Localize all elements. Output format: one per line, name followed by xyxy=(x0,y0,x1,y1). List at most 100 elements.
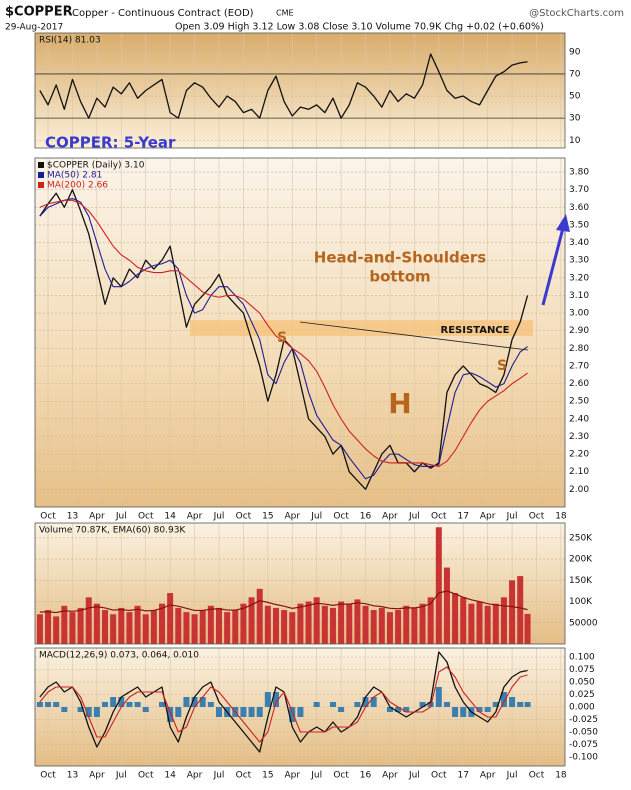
quote: Open 3.09 High 3.12 Low 3.08 Close 3.10 … xyxy=(175,22,544,33)
volume-bar xyxy=(224,612,231,644)
panel-border xyxy=(34,647,566,767)
volume-bar xyxy=(476,601,483,644)
y-tick-label: 3.50 xyxy=(569,220,589,230)
source: @StockCharts.com xyxy=(529,8,624,19)
resistance-band xyxy=(190,320,533,337)
y-tick-label: 3.00 xyxy=(569,309,589,319)
legend-label: $COPPER (Daily) 3.10 xyxy=(47,161,145,171)
panel-title: MACD(12,26,9) 0.073, 0.064, 0.010 xyxy=(39,651,199,661)
y-tick-label: 2.00 xyxy=(569,485,589,495)
y-tick-label: 200K xyxy=(569,555,593,565)
y-tick-label: 10 xyxy=(569,136,581,146)
histogram-bar xyxy=(492,702,499,707)
y-tick-label: 3.10 xyxy=(569,291,589,301)
histogram-bar xyxy=(175,707,182,717)
histogram-bar xyxy=(338,707,345,712)
volume-bar xyxy=(69,612,76,644)
histogram-bar xyxy=(272,692,279,707)
volume-bar xyxy=(329,607,336,644)
y-tick-label: 2.30 xyxy=(569,432,589,442)
histogram-bar xyxy=(85,707,92,717)
x-tick-label: Jul xyxy=(115,771,127,781)
x-tick-label: 15 xyxy=(262,512,273,522)
volume-bar xyxy=(45,610,52,644)
volume-bar xyxy=(207,605,214,644)
histogram-bar xyxy=(77,707,84,712)
x-tick-label: Oct xyxy=(138,771,154,781)
x-tick-label: Oct xyxy=(431,512,447,522)
histogram-bar xyxy=(395,707,402,712)
y-tick-label: 2.80 xyxy=(569,344,589,354)
volume-bar xyxy=(232,610,239,644)
x-tick-label: 15 xyxy=(262,771,273,781)
volume-bar xyxy=(85,597,92,644)
y-tick-label: 2.90 xyxy=(569,326,589,336)
volume-bar xyxy=(134,605,141,644)
shoulder-label: S xyxy=(497,358,507,374)
volume-bar xyxy=(484,605,491,644)
volume-bar xyxy=(36,614,43,644)
histogram-bar xyxy=(289,707,296,722)
x-tick-label: Apr xyxy=(284,512,300,522)
x-tick-label: 16 xyxy=(360,771,372,781)
histogram-bar xyxy=(313,702,320,707)
volume-bar xyxy=(305,601,312,644)
histogram-bar xyxy=(45,702,52,707)
legend-swatch xyxy=(38,182,44,188)
y-tick-label: -0.050 xyxy=(569,728,598,738)
volume-bar xyxy=(118,607,125,644)
x-tick-label: Oct xyxy=(333,771,349,781)
histogram-bar xyxy=(215,707,222,717)
symbol: $COPPER xyxy=(5,5,73,20)
histogram-bar xyxy=(452,707,459,717)
series-line xyxy=(39,53,528,119)
x-tick-label: Jul xyxy=(408,771,420,781)
volume-bar xyxy=(338,601,345,644)
volume-bar xyxy=(110,614,117,644)
histogram-bar xyxy=(199,697,206,707)
neckline xyxy=(299,321,529,351)
chart-title: COPPER: 5-Year xyxy=(45,134,176,152)
pattern-title: Head-and-Shoulders xyxy=(314,249,486,267)
y-tick-label: 30 xyxy=(569,114,581,124)
volume-bar xyxy=(272,607,279,644)
histogram-bar xyxy=(102,702,109,707)
y-tick-label: 50 xyxy=(569,92,581,102)
trend-arrowhead xyxy=(556,214,570,232)
histogram-bar xyxy=(93,707,100,717)
x-tick-label: Apr xyxy=(187,771,203,781)
y-tick-label: 2.60 xyxy=(569,379,589,389)
y-tick-label: 3.80 xyxy=(569,168,589,178)
volume-bar xyxy=(411,607,418,644)
histogram-bar xyxy=(484,707,491,712)
x-tick-label: Apr xyxy=(89,512,105,522)
x-tick-label: 13 xyxy=(67,771,78,781)
volume-bar xyxy=(215,607,222,644)
histogram-bar xyxy=(427,702,434,707)
histogram-bar xyxy=(354,702,361,707)
x-tick-label: 18 xyxy=(555,771,567,781)
series-line xyxy=(39,197,528,480)
histogram-bar xyxy=(509,697,516,707)
x-tick-label: Oct xyxy=(431,771,447,781)
x-tick-label: Jul xyxy=(115,512,127,522)
panel-border xyxy=(34,157,566,508)
x-tick-label: 16 xyxy=(360,512,372,522)
volume-bar xyxy=(313,597,320,644)
y-tick-label: 0.050 xyxy=(569,678,595,688)
histogram-bar xyxy=(142,707,149,712)
histogram-bar xyxy=(36,702,43,707)
histogram-bar xyxy=(248,707,255,717)
x-tick-label: Oct xyxy=(40,512,56,522)
histogram-bar xyxy=(419,702,426,707)
histogram-bar xyxy=(362,697,369,707)
volume-bar xyxy=(321,605,328,644)
histogram-bar xyxy=(524,702,531,707)
histogram-bar xyxy=(256,707,263,717)
series-line xyxy=(39,199,528,468)
y-tick-label: -0.075 xyxy=(569,740,598,750)
volume-bar xyxy=(346,603,353,644)
volume-bar xyxy=(175,607,182,644)
histogram-bar xyxy=(183,697,190,707)
y-tick-label: 2.50 xyxy=(569,397,589,407)
